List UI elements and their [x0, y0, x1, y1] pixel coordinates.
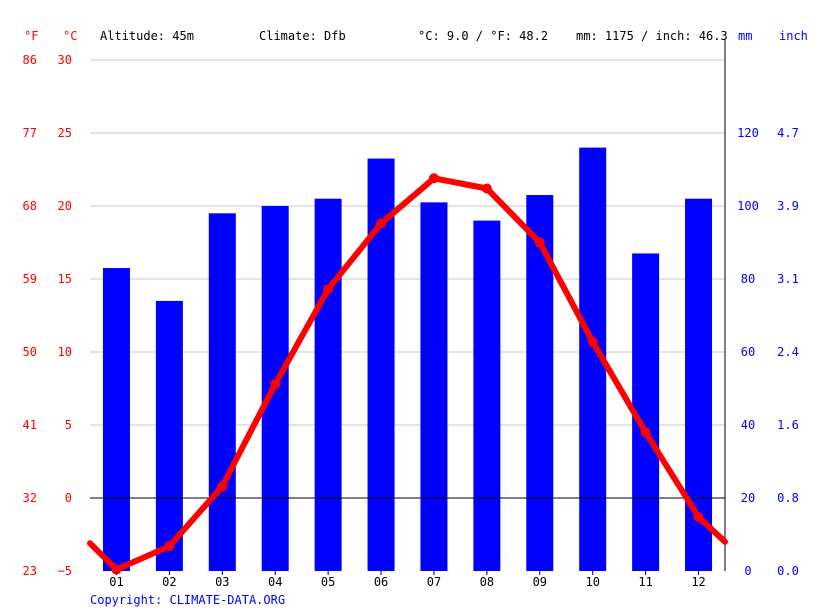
fahrenheit-tick-label: 32 [23, 491, 37, 505]
fahrenheit-tick-label: 68 [23, 199, 37, 213]
inch-tick-label: 2.4 [777, 345, 799, 359]
inch-tick-label: 4.7 [777, 126, 799, 140]
fahrenheit-tick-label: 23 [23, 564, 37, 578]
fahrenheit-tick-label: 50 [23, 345, 37, 359]
temperature-point [164, 541, 175, 552]
month-tick-label: 05 [321, 575, 335, 589]
precipitation-bar [155, 300, 183, 571]
celsius-tick-label: −5 [58, 564, 72, 578]
celsius-tick-label: 30 [58, 53, 72, 67]
precipitation-bar [685, 198, 713, 571]
temperature-point [376, 218, 387, 229]
mm-tick-label: 100 [737, 199, 759, 213]
unit-inch-label: inch [779, 29, 808, 43]
precipitation-bar [102, 268, 130, 571]
celsius-tick-label: 15 [58, 272, 72, 286]
precipitation-bar [208, 213, 236, 572]
month-tick-label: 12 [691, 575, 705, 589]
month-tick-label: 04 [268, 575, 282, 589]
temperature-line [87, 173, 728, 575]
copyright-label: Copyright: CLIMATE-DATA.ORG [90, 593, 285, 607]
month-tick-label: 03 [215, 575, 229, 589]
month-tick-label: 08 [480, 575, 494, 589]
inch-tick-label: 3.1 [777, 272, 799, 286]
unit-celsius-label: °C [63, 29, 77, 43]
celsius-tick-label: 5 [65, 418, 72, 432]
temperature-point [270, 379, 281, 390]
temperature-point [640, 427, 651, 438]
mm-tick-label: 20 [741, 491, 755, 505]
inch-tick-label: 0.8 [777, 491, 799, 505]
fahrenheit-tick-label: 41 [23, 418, 37, 432]
temperature-point [428, 173, 439, 184]
month-tick-label: 01 [109, 575, 123, 589]
unit-mm-label: mm [738, 29, 752, 43]
celsius-tick-label: 10 [58, 345, 72, 359]
temperature-point [693, 511, 704, 522]
month-tick-label: 07 [427, 575, 441, 589]
inch-tick-label: 1.6 [777, 418, 799, 432]
month-tick-label: 10 [585, 575, 599, 589]
climate-label: Climate: Dfb [259, 29, 346, 43]
celsius-tick-label: 20 [58, 199, 72, 213]
annual-precipitation-label: mm: 1175 / inch: 46.3 [576, 29, 728, 43]
mm-tick-label: 0 [744, 564, 751, 578]
temperature-point [111, 564, 122, 575]
mm-tick-label: 120 [737, 126, 759, 140]
month-tick-label: 06 [374, 575, 388, 589]
fahrenheit-tick-label: 86 [23, 53, 37, 67]
temperature-point [481, 183, 492, 194]
precipitation-bars [102, 147, 713, 572]
temperature-point [217, 481, 228, 492]
temperature-point [587, 336, 598, 347]
precipitation-bar [473, 220, 501, 571]
celsius-tick-label: 25 [58, 126, 72, 140]
mm-tick-label: 60 [741, 345, 755, 359]
precipitation-bar [314, 198, 342, 571]
month-tick-label: 02 [162, 575, 176, 589]
altitude-label: Altitude: 45m [100, 29, 194, 43]
average-temperature-label: °C: 9.0 / °F: 48.2 [418, 29, 548, 43]
month-tick-label: 11 [638, 575, 652, 589]
month-tick-label: 09 [533, 575, 547, 589]
fahrenheit-tick-label: 59 [23, 272, 37, 286]
temperature-series-line [87, 175, 728, 573]
unit-fahrenheit-label: °F [24, 29, 38, 43]
mm-tick-label: 80 [741, 272, 755, 286]
temperature-point [534, 237, 545, 248]
precipitation-bar [526, 195, 554, 572]
grid-lines [90, 59, 725, 426]
mm-tick-label: 40 [741, 418, 755, 432]
precipitation-bar [420, 202, 448, 571]
inch-tick-label: 0.0 [777, 564, 799, 578]
fahrenheit-tick-label: 77 [23, 126, 37, 140]
celsius-tick-label: 0 [65, 491, 72, 505]
temperature-point [323, 284, 334, 295]
inch-tick-label: 3.9 [777, 199, 799, 213]
